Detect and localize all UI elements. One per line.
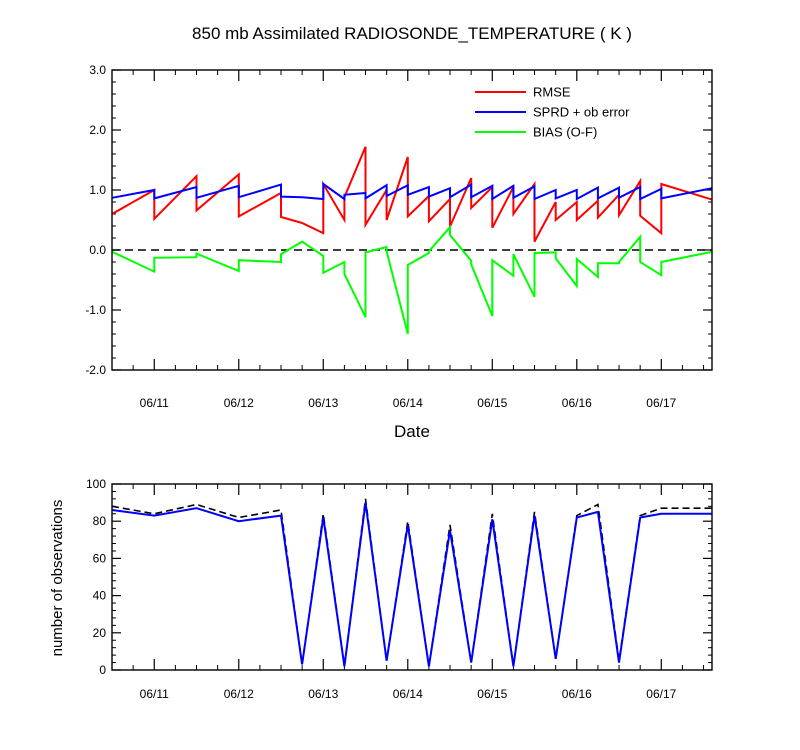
series-line-rmse: [111, 146, 713, 243]
x-tick-label: 06/14: [393, 396, 423, 410]
x-tick-label: 06/16: [562, 687, 592, 701]
x-tick-label: 06/17: [646, 687, 676, 701]
legend-label: BIAS (O-F): [533, 125, 597, 140]
chart-title: 850 mb Assimilated RADIOSONDE_TEMPERATUR…: [192, 24, 632, 43]
x-tick-label: 06/14: [393, 687, 423, 701]
y-tick-label: 60: [93, 551, 107, 565]
y-tick-label: 0: [99, 663, 106, 677]
y-axis-title-observations: number of observations: [49, 500, 66, 657]
x-tick-label: 06/13: [308, 687, 338, 701]
y-tick-label: 100: [86, 477, 106, 491]
x-tick-label: 06/16: [562, 396, 592, 410]
x-axis-title: Date: [394, 422, 430, 441]
x-tick-label: 06/12: [224, 396, 254, 410]
top-plot-area: -2.0 -1.0 0.0 1.0 2.0 3.0 06/11 06/12 06/13 06/14…: [85, 63, 713, 410]
series-line-sprd-ob-error: [111, 182, 713, 201]
x-tick-label: 06/15: [477, 687, 507, 701]
x-tick-label: 06/12: [224, 687, 254, 701]
bottom-panel: 0 20 40 60 80 100 06/11 06/12 06/13 06/14 06/15 06/…: [49, 477, 713, 701]
y-tick-label: -1.0: [85, 303, 106, 317]
series-line-solid: [111, 502, 712, 667]
y-tick-label: -2.0: [85, 363, 106, 377]
y-tick-label: 3.0: [89, 63, 106, 77]
x-tick-label: 06/13: [308, 396, 338, 410]
legend-label: RMSE: [533, 85, 571, 100]
y-tick-label: 40: [93, 589, 107, 603]
y-tick-label: 1.0: [89, 183, 106, 197]
bottom-plot-area: 0 20 40 60 80 100 06/11 06/12 06/13 06/14 06/15 06/…: [86, 477, 713, 701]
y-tick-label: 80: [93, 514, 107, 528]
x-tick-label: 06/11: [140, 687, 169, 701]
plot-frame: [111, 69, 713, 371]
y-tick-label: 2.0: [89, 123, 106, 137]
x-tick-label: 06/15: [477, 396, 507, 410]
y-tick-label: 0.0: [89, 243, 106, 257]
top-panel: 850 mb Assimilated RADIOSONDE_TEMPERATUR…: [85, 24, 713, 441]
y-tick-label: 20: [93, 626, 107, 640]
x-tick-label: 06/17: [646, 396, 676, 410]
plot-frame: [111, 483, 713, 671]
legend-label: SPRD + ob error: [533, 105, 630, 120]
series-line-bias-o-f: [111, 224, 713, 335]
legend: RMSE SPRD + ob error BIAS (O-F): [475, 85, 630, 140]
x-tick-label: 06/11: [140, 396, 169, 410]
